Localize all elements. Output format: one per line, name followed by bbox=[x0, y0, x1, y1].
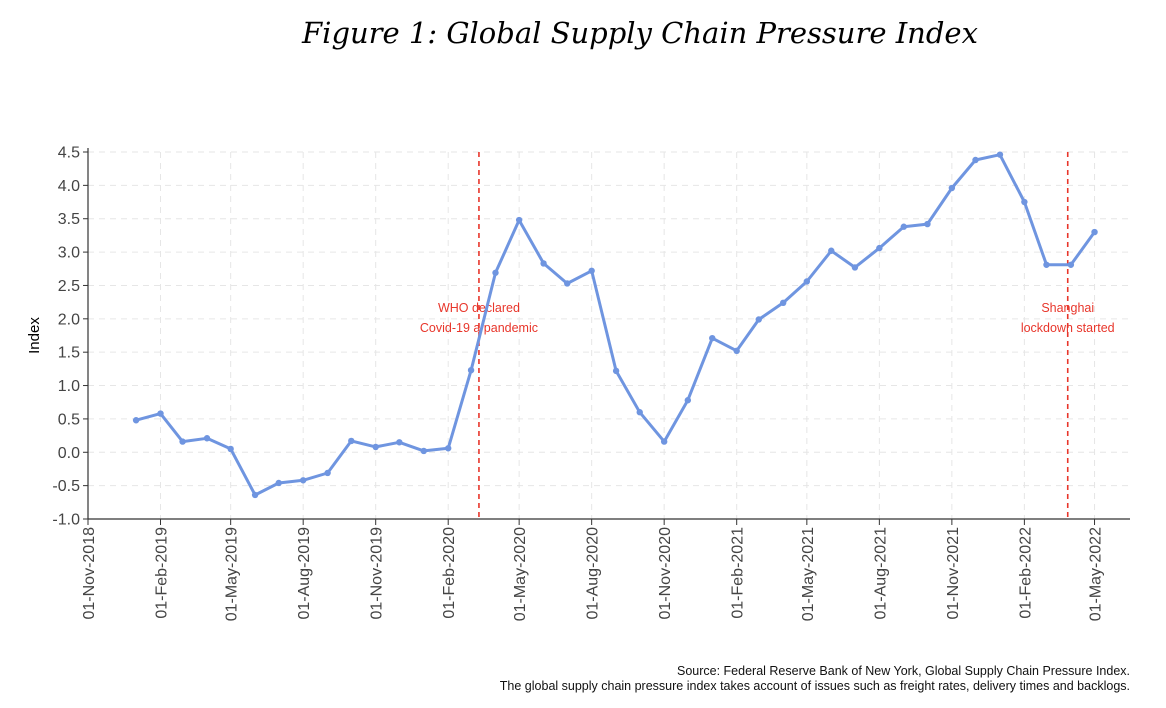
event-label: Shanghai bbox=[1041, 301, 1094, 315]
x-tick-label: 01-Feb-2019 bbox=[154, 527, 171, 619]
data-point bbox=[803, 278, 811, 285]
x-tick-label: 01-Nov-2018 bbox=[81, 527, 98, 620]
data-point bbox=[733, 347, 740, 355]
y-tick-label: 3.5 bbox=[58, 211, 80, 228]
annotation-layer: WHO declared Covid-19 a pandemic Shanghai l… bbox=[420, 152, 1115, 519]
y-tick-label: 3.0 bbox=[58, 245, 80, 262]
source-line: Source: Federal Reserve Bank of New York… bbox=[676, 664, 1130, 678]
x-tick-label: 01-Feb-2022 bbox=[1017, 527, 1034, 619]
data-point bbox=[588, 267, 595, 274]
data-point bbox=[132, 417, 140, 424]
data-point bbox=[515, 216, 523, 224]
description-line: The global supply chain pressure index t… bbox=[499, 679, 1130, 693]
y-tick-label: 1.5 bbox=[58, 345, 80, 362]
data-point bbox=[612, 367, 620, 375]
event-label: Covid-19 a pandemic bbox=[420, 321, 538, 335]
series-line bbox=[135, 153, 1096, 497]
y-tick-label: 2.0 bbox=[58, 311, 80, 328]
x-tick-label: 01-Aug-2019 bbox=[296, 527, 313, 620]
chart: -1.0 -0.5 0.0 0.5 1.0 1.5 2.0 2.5 3.0 3.5 4.0 4.5 01… bbox=[26, 145, 1130, 621]
x-tick-label: 01-May-2022 bbox=[1088, 527, 1105, 621]
data-point bbox=[372, 443, 379, 451]
source-note: Source: Federal Reserve Bank of New York… bbox=[500, 664, 1130, 694]
data-point bbox=[157, 410, 164, 417]
data-point bbox=[948, 184, 956, 192]
data-point bbox=[564, 280, 571, 287]
series-layer bbox=[132, 151, 1098, 499]
event-label: WHO declared bbox=[438, 301, 520, 315]
data-point bbox=[467, 366, 475, 374]
data-point bbox=[179, 438, 186, 445]
data-point bbox=[227, 445, 234, 453]
y-tick-label: 0.0 bbox=[58, 445, 80, 462]
x-tick-label: 01-Nov-2020 bbox=[657, 527, 674, 620]
data-point bbox=[779, 299, 787, 307]
y-axis-title: Index bbox=[26, 317, 43, 354]
x-tick-label: 01-May-2021 bbox=[800, 527, 817, 621]
y-tick-label: -0.5 bbox=[52, 478, 80, 495]
data-point bbox=[636, 409, 643, 416]
data-point bbox=[1067, 261, 1075, 268]
data-point bbox=[396, 439, 403, 446]
data-point bbox=[1021, 198, 1028, 206]
x-tick-label: 01-May-2019 bbox=[224, 527, 241, 621]
data-point bbox=[348, 437, 355, 445]
data-point bbox=[420, 447, 427, 455]
data-point bbox=[996, 151, 1004, 158]
data-point bbox=[1043, 261, 1050, 268]
y-tick-label: 4.5 bbox=[58, 145, 80, 162]
data-point bbox=[924, 220, 931, 228]
y-tick-label: 2.5 bbox=[58, 278, 80, 295]
data-point bbox=[709, 334, 716, 342]
data-point bbox=[203, 435, 211, 442]
data-point bbox=[1091, 228, 1098, 236]
x-tick-label: 01-May-2020 bbox=[512, 527, 529, 621]
data-point bbox=[660, 438, 668, 445]
y-tick-label: 4.0 bbox=[58, 178, 80, 195]
data-point bbox=[299, 477, 307, 484]
data-point bbox=[251, 491, 259, 499]
x-tick-label: 01-Nov-2021 bbox=[945, 527, 962, 620]
data-point bbox=[876, 244, 883, 252]
axes-layer: -1.0 -0.5 0.0 0.5 1.0 1.5 2.0 2.5 3.0 3.5 4.0 4.5 01… bbox=[26, 145, 1130, 621]
data-point bbox=[900, 223, 907, 230]
data-point bbox=[540, 260, 547, 267]
data-point bbox=[828, 247, 835, 254]
y-tick-label: 1.0 bbox=[58, 378, 80, 395]
data-point bbox=[755, 316, 762, 323]
figure-title: Figure 1: Global Supply Chain Pressure I… bbox=[302, 16, 978, 50]
x-tick-label: 01-Feb-2020 bbox=[441, 527, 458, 619]
data-point bbox=[851, 264, 859, 271]
x-tick-label: 01-Aug-2021 bbox=[872, 527, 889, 620]
data-point bbox=[445, 445, 452, 452]
data-point bbox=[324, 469, 331, 477]
x-tick-label: 01-Feb-2021 bbox=[730, 527, 747, 619]
data-point bbox=[684, 397, 692, 404]
data-point bbox=[492, 269, 499, 276]
data-point bbox=[972, 156, 979, 164]
y-tick-label: -1.0 bbox=[52, 512, 80, 529]
data-point bbox=[275, 479, 282, 487]
y-tick-label: 0.5 bbox=[58, 411, 80, 428]
x-tick-label: 01-Nov-2019 bbox=[369, 527, 386, 620]
event-label: lockdown started bbox=[1021, 321, 1115, 335]
x-tick-label: 01-Aug-2020 bbox=[585, 527, 602, 620]
